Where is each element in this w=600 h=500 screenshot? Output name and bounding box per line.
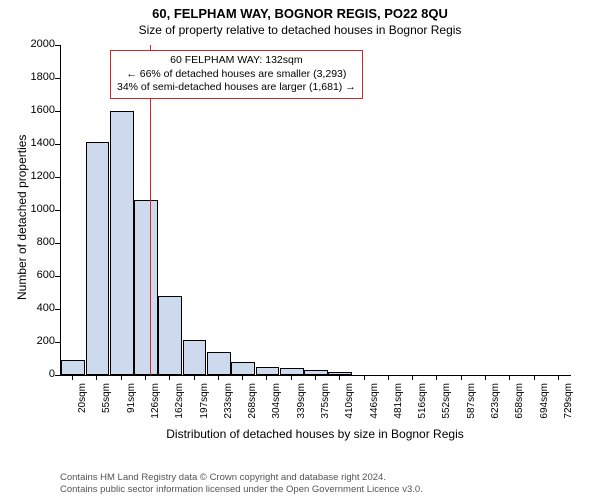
- x-tick-mark: [242, 375, 243, 380]
- y-tick-mark: [55, 342, 60, 343]
- x-tick-label: 552sqm: [441, 383, 452, 428]
- histogram-bar: [158, 296, 182, 375]
- chart-title: 60, FELPHAM WAY, BOGNOR REGIS, PO22 8QU: [0, 0, 600, 21]
- x-tick-mark: [339, 375, 340, 380]
- y-tick-label: 1600: [15, 104, 55, 116]
- x-tick-label: 729sqm: [563, 383, 574, 428]
- x-tick-mark: [218, 375, 219, 380]
- x-tick-label: 623sqm: [490, 383, 501, 428]
- histogram-bar: [256, 367, 280, 375]
- x-tick-label: 268sqm: [247, 383, 258, 428]
- x-tick-label: 516sqm: [417, 383, 428, 428]
- x-tick-mark: [121, 375, 122, 380]
- x-tick-label: 375sqm: [320, 383, 331, 428]
- x-tick-mark: [388, 375, 389, 380]
- y-tick-mark: [55, 375, 60, 376]
- y-tick-label: 1400: [15, 137, 55, 149]
- histogram-bar: [86, 142, 110, 375]
- x-tick-label: 410sqm: [344, 383, 355, 428]
- x-tick-mark: [509, 375, 510, 380]
- footer-attribution: Contains HM Land Registry data © Crown c…: [60, 472, 423, 496]
- histogram-bar: [134, 200, 158, 375]
- histogram-bar: [207, 352, 231, 375]
- histogram-bar: [280, 368, 304, 375]
- x-tick-mark: [315, 375, 316, 380]
- y-tick-label: 2000: [15, 38, 55, 50]
- footer-line: Contains public sector information licen…: [60, 484, 423, 496]
- annotation-line: 34% of semi-detached houses are larger (…: [117, 81, 356, 95]
- x-tick-mark: [412, 375, 413, 380]
- y-tick-label: 0: [15, 368, 55, 380]
- y-tick-mark: [55, 309, 60, 310]
- x-tick-label: 162sqm: [174, 383, 185, 428]
- histogram-bar: [61, 360, 85, 375]
- chart-subtitle: Size of property relative to detached ho…: [0, 21, 600, 37]
- x-tick-mark: [169, 375, 170, 380]
- y-tick-label: 1000: [15, 203, 55, 215]
- y-tick-label: 600: [15, 269, 55, 281]
- x-tick-mark: [436, 375, 437, 380]
- x-tick-label: 91sqm: [126, 383, 137, 428]
- x-tick-mark: [534, 375, 535, 380]
- histogram-bar: [183, 340, 207, 375]
- x-tick-label: 126sqm: [150, 383, 161, 428]
- annotation-box: 60 FELPHAM WAY: 132sqm ← 66% of detached…: [110, 50, 363, 99]
- y-tick-mark: [55, 243, 60, 244]
- y-tick-mark: [55, 276, 60, 277]
- x-tick-label: 481sqm: [393, 383, 404, 428]
- x-tick-mark: [558, 375, 559, 380]
- x-tick-mark: [72, 375, 73, 380]
- y-tick-label: 400: [15, 302, 55, 314]
- x-tick-mark: [291, 375, 292, 380]
- annotation-line: 60 FELPHAM WAY: 132sqm: [117, 54, 356, 68]
- x-tick-label: 658sqm: [514, 383, 525, 428]
- annotation-line: ← 66% of detached houses are smaller (3,…: [117, 68, 356, 82]
- x-tick-mark: [145, 375, 146, 380]
- y-tick-label: 1200: [15, 170, 55, 182]
- footer-line: Contains HM Land Registry data © Crown c…: [60, 472, 423, 484]
- y-tick-label: 1800: [15, 71, 55, 83]
- histogram-bar: [231, 362, 255, 375]
- x-tick-label: 339sqm: [296, 383, 307, 428]
- x-axis-label: Distribution of detached houses by size …: [60, 427, 570, 441]
- x-tick-label: 694sqm: [539, 383, 550, 428]
- y-tick-mark: [55, 45, 60, 46]
- x-tick-label: 233sqm: [223, 383, 234, 428]
- y-tick-mark: [55, 78, 60, 79]
- histogram-bar: [110, 111, 134, 375]
- y-tick-mark: [55, 144, 60, 145]
- x-tick-mark: [485, 375, 486, 380]
- y-tick-label: 200: [15, 335, 55, 347]
- x-tick-label: 587sqm: [466, 383, 477, 428]
- x-tick-label: 304sqm: [271, 383, 282, 428]
- x-tick-label: 446sqm: [369, 383, 380, 428]
- x-tick-mark: [461, 375, 462, 380]
- y-tick-mark: [55, 111, 60, 112]
- x-tick-label: 20sqm: [77, 383, 88, 428]
- y-tick-mark: [55, 210, 60, 211]
- x-tick-mark: [364, 375, 365, 380]
- y-tick-label: 800: [15, 236, 55, 248]
- y-tick-mark: [55, 177, 60, 178]
- x-tick-mark: [194, 375, 195, 380]
- x-tick-label: 55sqm: [101, 383, 112, 428]
- x-tick-mark: [266, 375, 267, 380]
- x-tick-label: 197sqm: [199, 383, 210, 428]
- x-tick-mark: [96, 375, 97, 380]
